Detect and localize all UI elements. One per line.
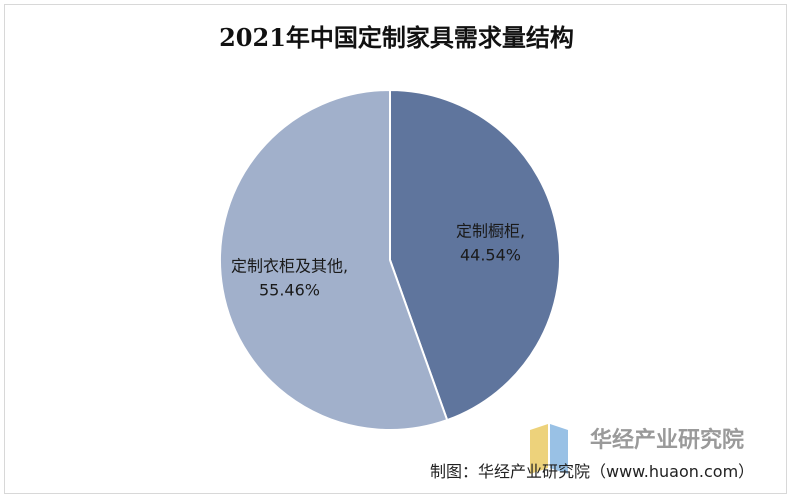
pie-slice <box>219 88 449 431</box>
watermark-logo-icon <box>530 424 568 474</box>
chart-frame <box>4 4 787 494</box>
watermark-text: 华经产业研究院 <box>590 428 745 453</box>
pie-slice <box>389 88 561 422</box>
slice-value-label: 55.46% <box>259 280 320 299</box>
slice-label: 定制橱柜, <box>456 222 525 241</box>
slice-label: 定制衣柜及其他, <box>231 256 348 275</box>
slice-value-label: 44.54% <box>460 246 521 265</box>
source-note: 制图：华经产业研究院（www.huaon.com） <box>430 462 755 481</box>
chart-title: 2021年中国定制家具需求量结构 <box>219 23 574 52</box>
